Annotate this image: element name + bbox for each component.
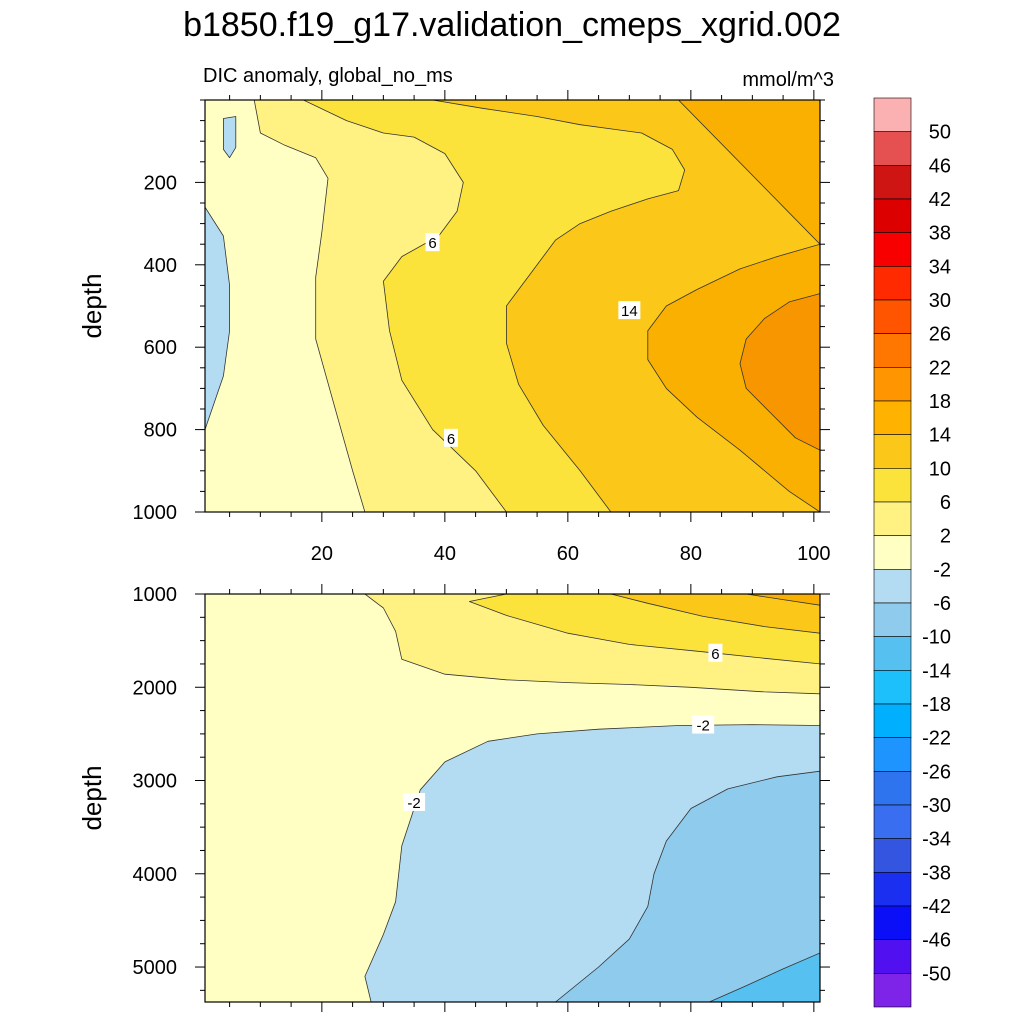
colorbar-level-label: -2 — [933, 559, 951, 581]
colorbar-swatch — [873, 434, 912, 469]
colorbar-level-label: -14 — [922, 660, 951, 682]
colorbar-level-label: 2 — [940, 526, 951, 548]
colorbar-level-label: 14 — [929, 425, 951, 447]
colorbar-level-label: 26 — [929, 324, 951, 346]
lower-y-tick-label: 3000 — [133, 771, 178, 793]
upper-contour-panel: 6 14 6 20 40 60 80 100 200 400 600 800 1000 — [133, 90, 831, 565]
colorbar-swatch — [873, 333, 912, 368]
colorbar-swatch — [873, 939, 912, 974]
colorbar-swatch — [873, 737, 912, 772]
upper-y-tick-label: 800 — [144, 420, 177, 442]
colorbar-swatch — [873, 367, 912, 402]
colorbar-level-label: -42 — [922, 896, 951, 918]
colorbar-swatch — [873, 266, 912, 301]
colorbar-swatch — [873, 131, 912, 166]
colorbar-level-label: -18 — [922, 694, 951, 716]
colorbar-level-label: 6 — [940, 492, 951, 514]
svg-text:-2: -2 — [696, 718, 709, 735]
upper-x-tick-label: 100 — [797, 543, 830, 565]
svg-text:14: 14 — [621, 303, 638, 320]
colorbar-swatch — [873, 905, 912, 940]
lower-contour-region — [708, 952, 820, 1002]
upper-contour-label: 6 — [444, 428, 458, 448]
chart-title: b1850.f19_g17.validation_cmeps_xgrid.002 — [183, 6, 841, 44]
colorbar-swatch — [873, 602, 912, 637]
colorbar-swatch — [873, 838, 912, 873]
colorbar-level-label: -22 — [922, 728, 951, 750]
colorbar-swatch — [873, 973, 912, 1008]
colorbar-level-label: -46 — [922, 930, 951, 952]
lower-contour-label: -2 — [692, 715, 715, 735]
lower-y-tick-label: 4000 — [133, 864, 178, 886]
colorbar-level-label: -26 — [922, 761, 951, 783]
upper-y-tick-label: 400 — [144, 255, 177, 277]
lower-plot-frame — [204, 593, 821, 1003]
lower-contour-region — [610, 594, 820, 634]
upper-x-tick-label: 20 — [311, 543, 333, 565]
colorbar-level-label: 10 — [929, 458, 951, 480]
svg-text:-2: -2 — [407, 795, 420, 812]
colorbar-swatch — [873, 468, 912, 503]
colorbar-level-label: -6 — [933, 593, 951, 615]
colorbar-swatch — [873, 299, 912, 334]
lower-y-tick-label: 2000 — [133, 677, 178, 699]
colorbar-swatch — [873, 232, 912, 267]
upper-contour-region — [205, 206, 231, 431]
upper-contour-label: 14 — [618, 301, 641, 320]
colorbar-level-label: 18 — [929, 391, 951, 413]
colorbar-level-label: 38 — [929, 223, 951, 245]
colorbar-swatch — [873, 670, 912, 705]
svg-text:6: 6 — [711, 646, 719, 663]
colorbar-level-label: 46 — [929, 155, 951, 177]
colorbar-swatch — [873, 703, 912, 738]
colorbar-swatch — [873, 165, 912, 200]
colorbar-level-label: 42 — [929, 189, 951, 211]
colorbar-level-label: -10 — [922, 627, 951, 649]
upper-contour-region — [222, 116, 237, 159]
colorbar-swatch — [873, 771, 912, 806]
colorbar-swatch — [873, 569, 912, 604]
colorbar-swatch — [873, 97, 912, 132]
colorbar: 50 46 42 38 34 30 26 22 18 14 10 6 2 -2 -6 -10 -14 -18 -22… — [873, 97, 951, 1008]
upper-contour-region — [739, 293, 820, 451]
colorbar-swatch — [873, 872, 912, 907]
upper-y-tick-label: 600 — [144, 337, 177, 359]
colorbar-swatch — [873, 636, 912, 671]
upper-x-tick-label: 60 — [557, 543, 579, 565]
lower-y-tick-label: 1000 — [133, 584, 178, 606]
upper-x-tick-label: 40 — [434, 543, 456, 565]
colorbar-swatch — [873, 400, 912, 435]
lower-contour-region — [555, 770, 820, 1002]
upper-y-axis-label: depth — [77, 273, 107, 338]
lower-contour-label: 6 — [708, 643, 723, 663]
colorbar-level-label: 50 — [929, 122, 951, 144]
lower-contour-label: -2 — [403, 792, 426, 812]
upper-contour-label: 6 — [425, 233, 440, 252]
lower-y-axis-label: depth — [77, 765, 107, 830]
colorbar-level-label: -34 — [922, 829, 951, 851]
lower-contour-panel: 6 -2 -2 1000 2000 3000 4000 5000 — [133, 584, 830, 1012]
colorbar-swatch — [873, 198, 912, 233]
svg-text:6: 6 — [447, 431, 455, 448]
upper-x-tick-label: 80 — [680, 543, 702, 565]
lower-contour-region — [745, 594, 820, 606]
colorbar-level-label: 34 — [929, 256, 951, 278]
upper-y-tick-label: 200 — [144, 172, 177, 194]
colorbar-swatch — [873, 804, 912, 839]
upper-subtitle-right: mmol/m^3 — [742, 69, 834, 91]
colorbar-swatch — [873, 501, 912, 536]
colorbar-level-label: 22 — [929, 357, 951, 379]
upper-y-tick-label: 1000 — [133, 502, 178, 524]
colorbar-level-label: 30 — [929, 290, 951, 312]
colorbar-level-label: -38 — [922, 862, 951, 884]
lower-y-tick-label: 5000 — [133, 957, 178, 979]
upper-subtitle-left: DIC anomaly, global_no_ms — [203, 65, 453, 87]
colorbar-level-label: -50 — [922, 963, 951, 985]
colorbar-level-label: -30 — [922, 795, 951, 817]
colorbar-swatch — [873, 535, 912, 570]
svg-text:6: 6 — [428, 235, 436, 252]
